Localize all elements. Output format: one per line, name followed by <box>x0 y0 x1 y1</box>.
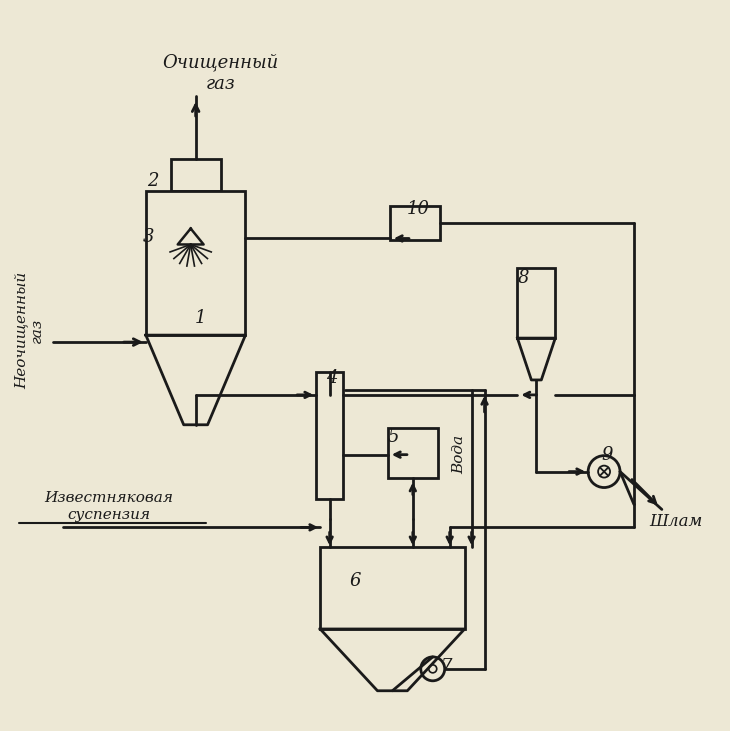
Text: Очищенный
газ: Очищенный газ <box>163 53 279 93</box>
Text: Известняковая
суспензия: Известняковая суспензия <box>45 491 174 521</box>
Text: Неочищенный
газ: Неочищенный газ <box>14 271 45 389</box>
Text: 7: 7 <box>441 658 453 676</box>
Bar <box>388 428 438 477</box>
Bar <box>171 159 220 191</box>
Text: 4: 4 <box>326 369 338 387</box>
Text: 3: 3 <box>143 229 155 246</box>
Text: 8: 8 <box>518 269 529 287</box>
Text: 9: 9 <box>602 446 612 463</box>
Bar <box>518 268 556 338</box>
Bar <box>146 191 245 335</box>
Bar <box>320 548 464 629</box>
Bar <box>316 372 343 499</box>
Text: 10: 10 <box>407 200 429 218</box>
Text: 6: 6 <box>349 572 361 590</box>
Text: 1: 1 <box>195 309 207 327</box>
Text: 5: 5 <box>387 428 399 446</box>
Text: Шлам: Шлам <box>649 513 702 530</box>
Text: 2: 2 <box>147 172 158 190</box>
Bar <box>390 205 439 240</box>
Text: Вода: Вода <box>453 435 466 474</box>
